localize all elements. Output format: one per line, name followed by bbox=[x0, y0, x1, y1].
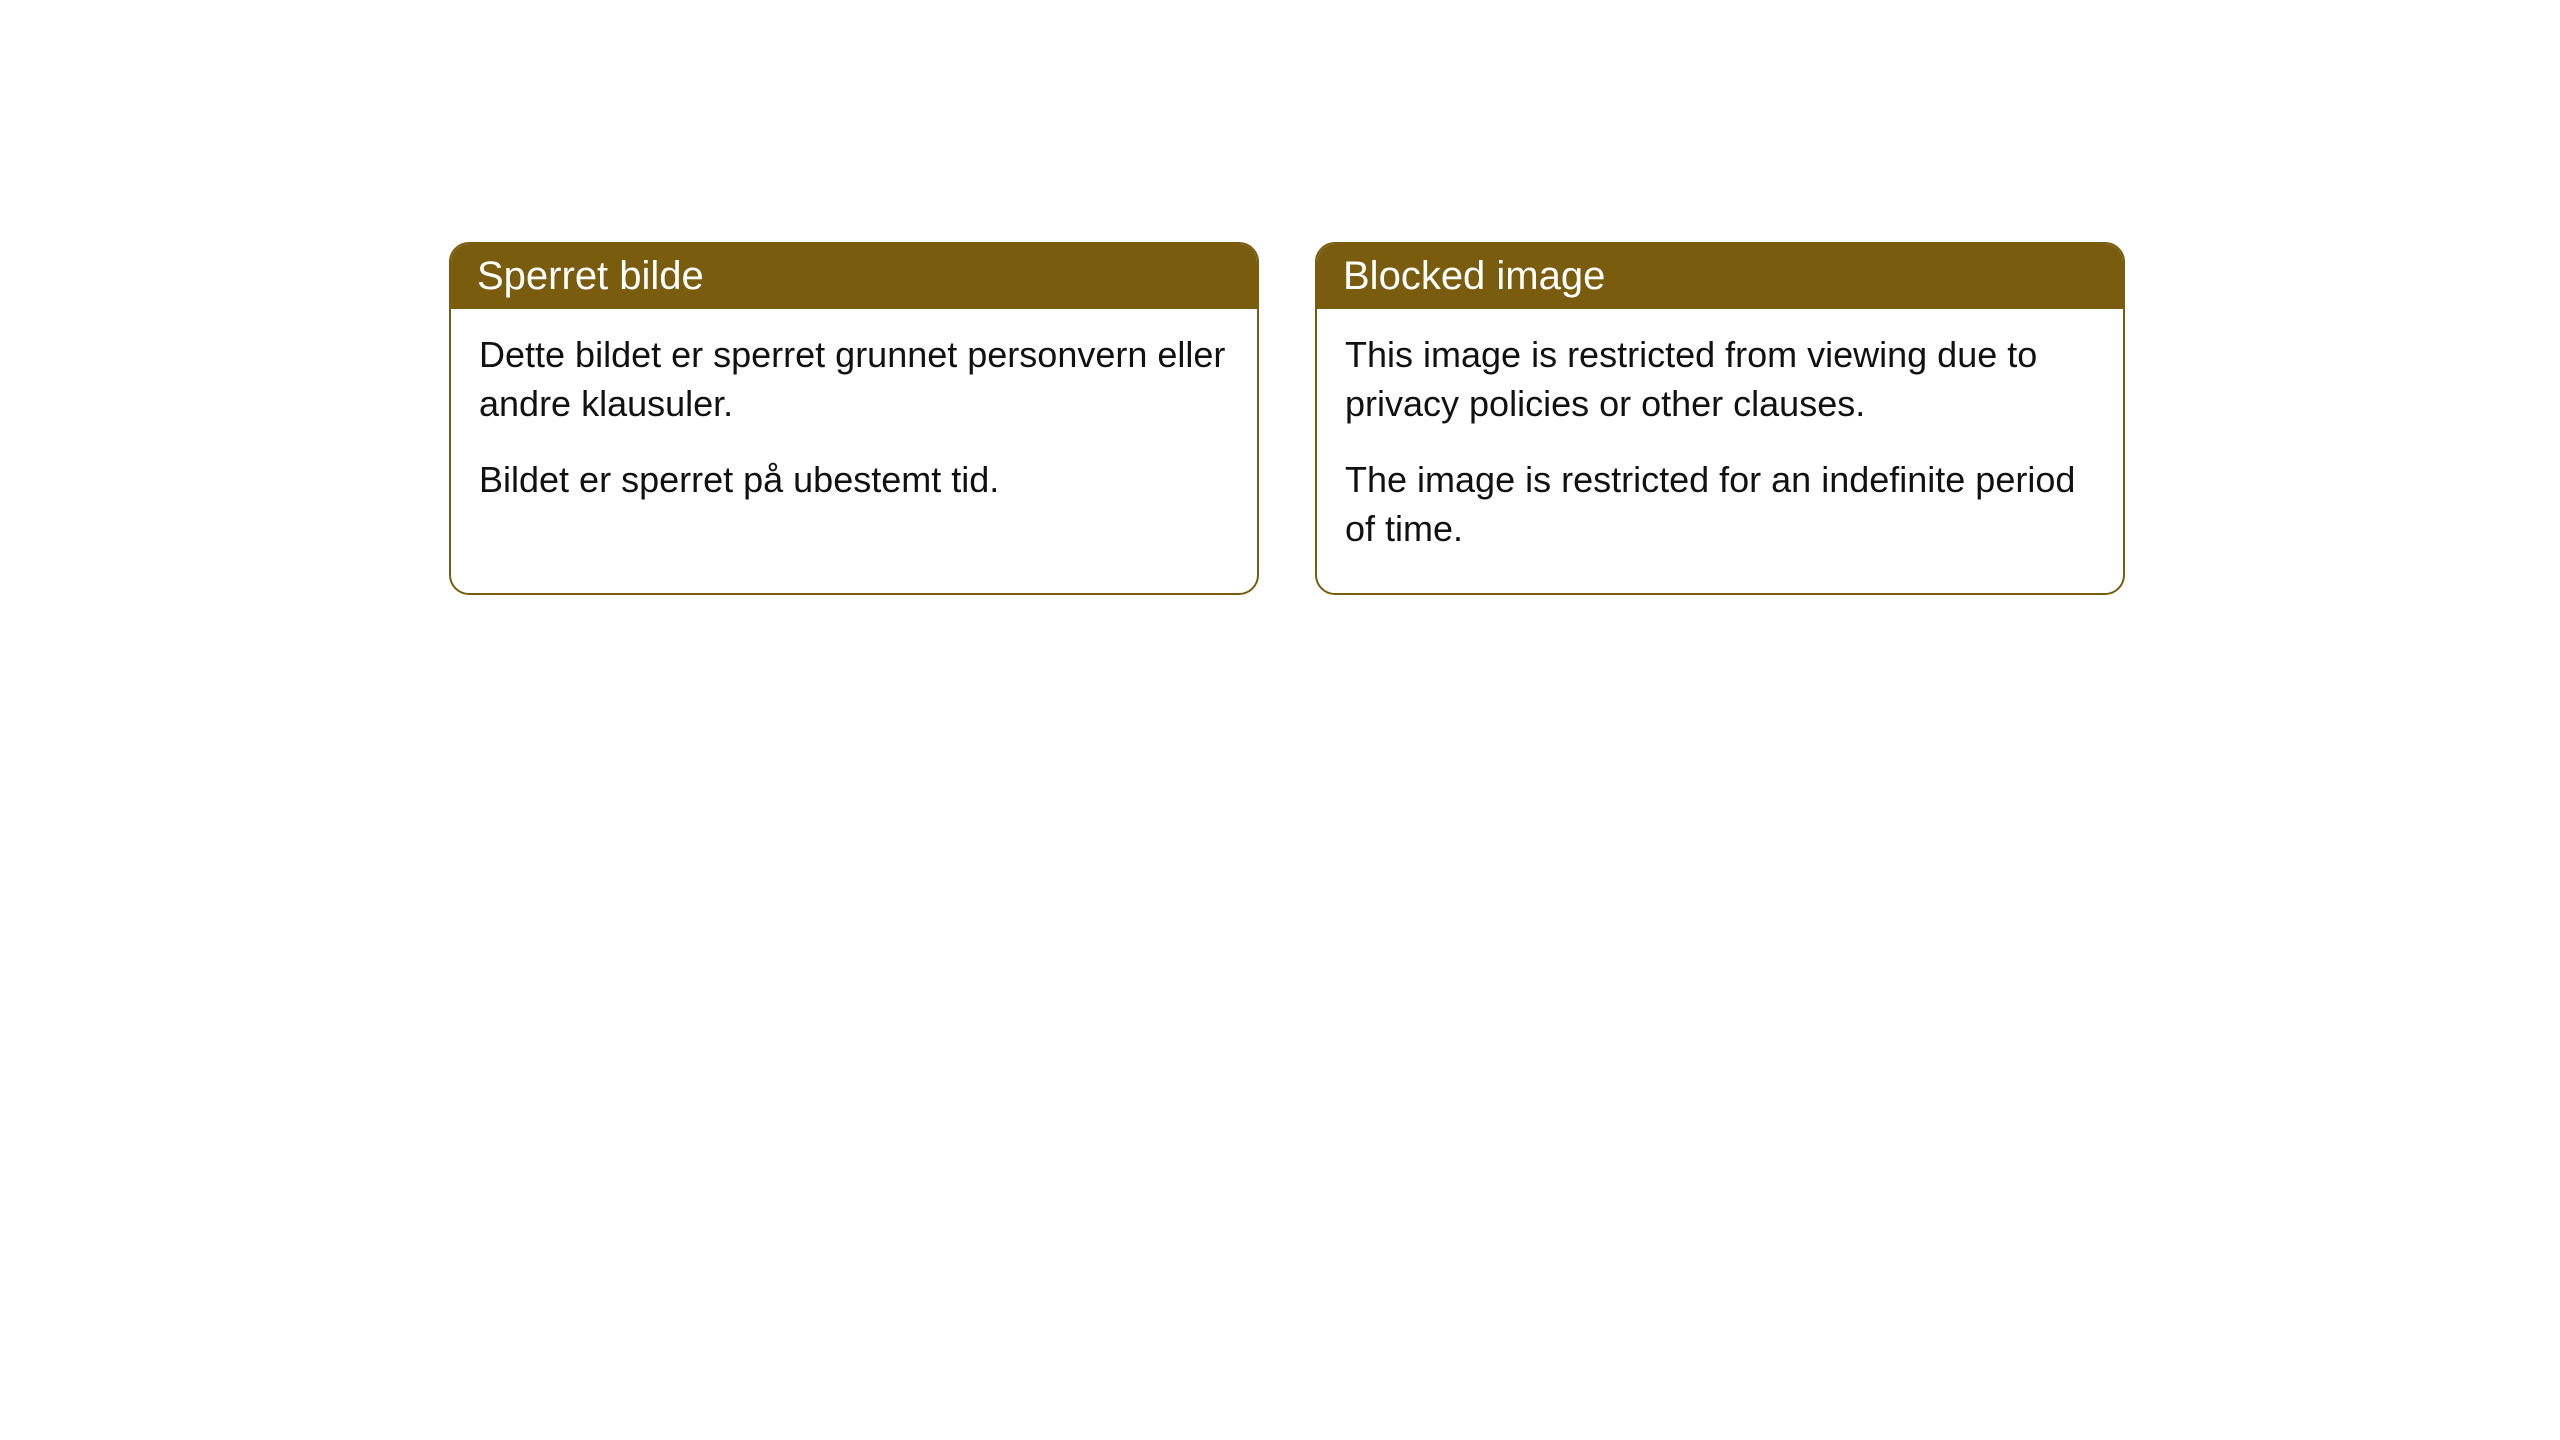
notice-paragraph-2-norwegian: Bildet er sperret på ubestemt tid. bbox=[479, 456, 1229, 505]
notice-paragraph-2-english: The image is restricted for an indefinit… bbox=[1345, 456, 2095, 553]
card-header-norwegian: Sperret bilde bbox=[451, 244, 1257, 309]
card-body-norwegian: Dette bildet er sperret grunnet personve… bbox=[451, 309, 1257, 545]
notice-paragraph-1-english: This image is restricted from viewing du… bbox=[1345, 331, 2095, 428]
blocked-image-card-english: Blocked image This image is restricted f… bbox=[1315, 242, 2125, 595]
notice-paragraph-1-norwegian: Dette bildet er sperret grunnet personve… bbox=[479, 331, 1229, 428]
card-header-english: Blocked image bbox=[1317, 244, 2123, 309]
card-body-english: This image is restricted from viewing du… bbox=[1317, 309, 2123, 593]
blocked-image-card-norwegian: Sperret bilde Dette bildet er sperret gr… bbox=[449, 242, 1259, 595]
notice-cards-container: Sperret bilde Dette bildet er sperret gr… bbox=[0, 0, 2560, 595]
